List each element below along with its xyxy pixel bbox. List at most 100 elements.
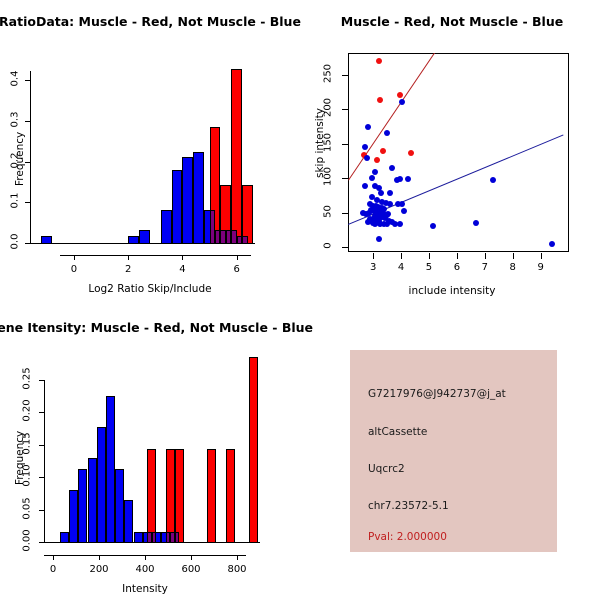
scatter-point-blue <box>394 177 401 184</box>
gene-y-tick <box>39 542 44 543</box>
scatter-point-blue <box>382 215 389 222</box>
info-event-type: altCassette <box>368 426 428 438</box>
scatter-point-blue <box>383 211 390 218</box>
scatter-point-red <box>376 58 383 65</box>
gene-x-tick-label: 200 <box>89 564 109 575</box>
ratio-x-axis-line <box>59 255 251 256</box>
scatter-point-blue <box>369 202 376 209</box>
ratio-bar-blue <box>182 156 194 244</box>
ratio-x-tick-label: 2 <box>125 264 132 275</box>
gene-histogram-title: Gene Itensity: Muscle - Red, Not Muscle … <box>0 320 314 335</box>
scatter-inner-clip <box>348 52 569 253</box>
scatter-point-blue <box>377 189 384 196</box>
scatter-x-tick <box>373 252 375 259</box>
gene-y-tick-label: 0.15 <box>21 432 33 455</box>
scatter-point-blue <box>489 176 496 183</box>
scatter-point-blue <box>380 221 387 228</box>
gene-bar-red <box>207 449 217 543</box>
gene-y-tick-label: 0.25 <box>21 367 33 390</box>
scatter-point-blue <box>378 198 385 205</box>
scatter-point-blue <box>376 209 383 216</box>
scatter-y-tick <box>342 247 348 248</box>
gene-x-tick-label: 400 <box>135 564 155 575</box>
gene-x-tick-label: 600 <box>181 564 201 575</box>
ratio-bar-overlap <box>209 210 216 244</box>
gene-bar-blue <box>59 531 70 543</box>
gene-y-tick <box>39 509 44 511</box>
gene-y-tick <box>39 380 44 381</box>
scatter-point-blue <box>473 219 480 226</box>
ratio-histogram-title: RatioData: Muscle - Red, Not Muscle - Bl… <box>0 14 301 29</box>
info-probe-id: G7217976@J942737@j_at <box>368 388 506 400</box>
scatter-x-tick <box>428 252 430 259</box>
gene-bar-red <box>248 356 258 543</box>
scatter-x-tick <box>540 252 542 259</box>
gene-y-tick-label: 0.00 <box>21 529 33 552</box>
scatter-point-blue <box>549 240 556 247</box>
gene-histogram-panel: Gene Itensity: Muscle - Red, Not Muscle … <box>0 300 313 600</box>
scatter-x-tick-label: 5 <box>425 261 433 273</box>
gene-histogram-xlabel: Intensity <box>122 583 168 595</box>
ratio-y-tick <box>25 121 30 122</box>
scatter-point-blue <box>384 130 391 137</box>
ratio-y-tick-label: 0.2 <box>9 152 21 169</box>
scatter-point-blue <box>372 220 379 227</box>
ratio-bar-red <box>220 184 232 244</box>
gene-bar-overlap <box>174 531 180 543</box>
gene-bar-overlap <box>151 531 157 543</box>
scatter-point-blue <box>359 209 366 216</box>
gene-x-tick <box>237 555 238 560</box>
scatter-x-tick <box>456 252 458 259</box>
gene-histogram-plot-area: 0.00 0.05 0.10 0.15 0.20 0.25 0 200 400 600 800 <box>0 300 300 600</box>
scatter-frame <box>348 52 569 253</box>
gene-y-tick <box>39 444 44 446</box>
gene-y-tick <box>39 477 44 479</box>
ratio-bar-overlap <box>225 229 232 244</box>
scatter-y-tick-label: 50 <box>322 204 334 218</box>
scatter-title: Muscle - Red, Not Muscle - Blue <box>340 14 564 29</box>
scatter-x-tick-label: 4 <box>397 261 405 273</box>
scatter-point-blue <box>395 200 402 207</box>
scatter-point-blue <box>377 221 384 228</box>
gene-bar-blue <box>78 468 88 543</box>
ratio-y-tick <box>25 243 30 244</box>
ratio-histogram-xlabel: Log2 Ratio Skip/Include <box>88 283 212 295</box>
ratio-bar-red <box>242 184 253 244</box>
scatter-point-blue <box>380 209 387 216</box>
gene-y-tick <box>39 412 44 414</box>
gene-bar-red <box>174 449 185 543</box>
ratio-x-tick <box>73 255 75 260</box>
scatter-point-blue <box>363 155 370 162</box>
scatter-point-blue <box>388 218 395 225</box>
scatter-point-blue <box>363 210 370 217</box>
scatter-point-blue <box>430 222 437 229</box>
ratio-x-tick <box>182 255 184 260</box>
scatter-point-blue <box>368 194 375 201</box>
scatter-point-blue <box>399 98 406 105</box>
scatter-point-red <box>360 152 367 159</box>
scatter-point-red <box>380 148 387 155</box>
scatter-point-blue <box>374 196 381 203</box>
scatter-x-tick <box>401 252 403 259</box>
scatter-point-blue <box>405 175 412 182</box>
gene-y-tick-label: 0.20 <box>21 399 33 423</box>
scatter-y-tick <box>342 178 348 180</box>
scatter-x-tick <box>512 252 514 259</box>
scatter-point-blue <box>371 183 378 190</box>
scatter-point-blue <box>375 213 382 220</box>
scatter-fit-line <box>348 52 439 181</box>
gene-info-panel: G7217976@J942737@j_at altCassette Uqcrc2… <box>350 350 557 552</box>
scatter-point-red <box>396 91 403 98</box>
info-locus: chr7.23572-5.1 <box>368 500 449 512</box>
ratio-y-tick <box>25 80 30 82</box>
scatter-point-blue <box>386 200 393 207</box>
gene-bar-blue <box>115 468 125 543</box>
ratio-x-tick-label: 4 <box>179 264 186 275</box>
ratio-y-tick-label: 0.1 <box>9 192 21 209</box>
ratio-y-tick-label: 0.0 <box>9 233 21 250</box>
scatter-point-blue <box>372 168 379 175</box>
scatter-point-red <box>374 156 381 163</box>
gene-x-tick <box>53 555 54 560</box>
scatter-point-blue <box>375 217 382 224</box>
scatter-point-blue <box>381 206 388 213</box>
